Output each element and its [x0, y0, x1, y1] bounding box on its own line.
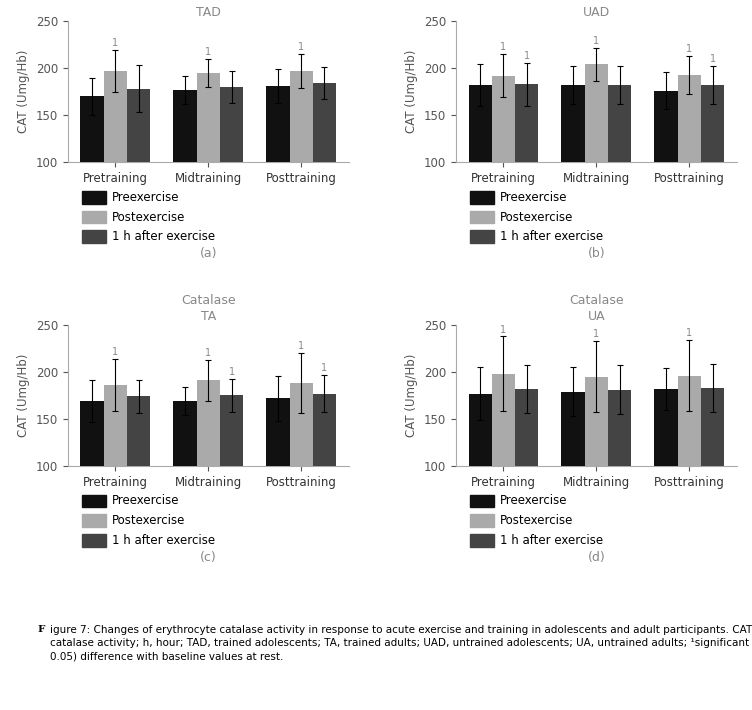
Bar [515, 389, 538, 559]
Text: 1: 1 [299, 43, 305, 53]
Bar [127, 89, 150, 256]
Text: 1 h after exercise: 1 h after exercise [112, 534, 215, 547]
Text: 1: 1 [321, 363, 328, 373]
Text: 1: 1 [112, 347, 118, 357]
Bar [197, 73, 220, 256]
Text: (a): (a) [199, 247, 217, 260]
Bar [266, 86, 290, 256]
Bar [266, 398, 290, 559]
Bar [678, 376, 701, 559]
Text: Preexercise: Preexercise [112, 190, 180, 204]
Text: 1: 1 [299, 342, 305, 351]
Bar [515, 84, 538, 256]
Y-axis label: CAT (Umg/Hb): CAT (Umg/Hb) [17, 50, 30, 133]
Text: 1: 1 [205, 348, 211, 358]
Bar [701, 388, 724, 559]
Text: F: F [38, 625, 45, 634]
Text: 1: 1 [593, 329, 599, 339]
Text: 1: 1 [523, 50, 529, 60]
Text: 1: 1 [229, 366, 235, 377]
Text: 1: 1 [205, 47, 211, 57]
Bar [127, 396, 150, 559]
Title: Catalase
TAD: Catalase TAD [181, 0, 235, 18]
Bar [701, 85, 724, 256]
Title: Catalase
UAD: Catalase UAD [569, 0, 623, 18]
Text: Postexercise: Postexercise [112, 210, 186, 224]
Text: (c): (c) [200, 551, 217, 564]
Bar [290, 383, 313, 559]
Bar [654, 389, 678, 559]
Bar [678, 75, 701, 256]
Text: igure 7: Changes of erythrocyte catalase activity in response to acute exercise : igure 7: Changes of erythrocyte catalase… [50, 625, 752, 661]
Bar [104, 71, 127, 256]
Bar [80, 401, 104, 559]
Text: Preexercise: Preexercise [112, 494, 180, 508]
Text: Postexercise: Postexercise [112, 514, 186, 528]
Bar [585, 65, 608, 256]
Bar [220, 87, 243, 256]
Bar [608, 85, 631, 256]
Title: Catalase
UA: Catalase UA [569, 293, 623, 322]
Text: Preexercise: Preexercise [500, 494, 568, 508]
Text: (b): (b) [587, 247, 605, 260]
Text: 1: 1 [687, 44, 693, 54]
Text: (d): (d) [587, 551, 605, 564]
Bar [220, 395, 243, 559]
Bar [197, 381, 220, 559]
Text: 1: 1 [709, 55, 716, 65]
Text: Preexercise: Preexercise [500, 190, 568, 204]
Bar [80, 97, 104, 256]
Bar [468, 393, 492, 559]
Bar [608, 390, 631, 559]
Bar [313, 393, 336, 559]
Bar [290, 71, 313, 256]
Text: 1 h after exercise: 1 h after exercise [500, 230, 603, 244]
Bar [562, 85, 585, 256]
Bar [654, 91, 678, 256]
Text: 1: 1 [687, 328, 693, 338]
Y-axis label: CAT (Umg/Hb): CAT (Umg/Hb) [405, 50, 418, 133]
Bar [562, 392, 585, 559]
Bar [492, 374, 515, 559]
Bar [174, 89, 197, 256]
Text: 1 h after exercise: 1 h after exercise [112, 230, 215, 244]
Text: Postexercise: Postexercise [500, 514, 574, 528]
Text: 1: 1 [112, 38, 118, 48]
Text: 1: 1 [500, 324, 506, 334]
Bar [492, 76, 515, 256]
Bar [104, 385, 127, 559]
Text: 1: 1 [593, 36, 599, 45]
Bar [585, 377, 608, 559]
Bar [468, 85, 492, 256]
Y-axis label: CAT (Umg/Hb): CAT (Umg/Hb) [17, 354, 30, 437]
Y-axis label: CAT (Umg/Hb): CAT (Umg/Hb) [405, 354, 418, 437]
Bar [313, 83, 336, 256]
Text: Postexercise: Postexercise [500, 210, 574, 224]
Bar [174, 401, 197, 559]
Title: Catalase
TA: Catalase TA [181, 293, 235, 322]
Text: 1 h after exercise: 1 h after exercise [500, 534, 603, 547]
Text: 1: 1 [500, 43, 506, 53]
